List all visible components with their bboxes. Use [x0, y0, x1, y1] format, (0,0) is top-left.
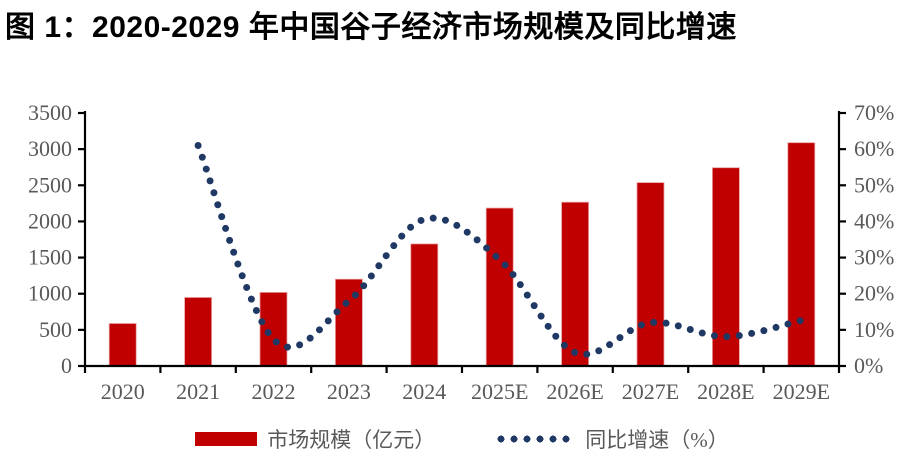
right-axis-tick-label: 10%: [854, 317, 894, 342]
bar-2024: [410, 243, 439, 367]
bar-2020: [108, 323, 137, 367]
right-axis-tick-label: 50%: [854, 172, 894, 197]
x-axis-tick-label: 2027E: [622, 379, 679, 404]
x-axis-tick-label: 2020: [101, 379, 145, 404]
legend-item-growth: 同比增速（%）: [495, 424, 729, 454]
left-axis-tick-label: 1000: [28, 281, 72, 306]
x-axis-tick-label: 2021: [176, 379, 220, 404]
chart-title: 图 1：2020-2029 年中国谷子经济市场规模及同比增速: [5, 11, 737, 44]
legend: 市场规模（亿元） 同比增速（%）: [85, 421, 839, 457]
legend-label-market-size: 市场规模（亿元）: [267, 428, 436, 452]
bar-2026E: [561, 201, 589, 367]
right-axis-tick-label: 60%: [854, 136, 894, 161]
x-axis-tick-label: 2024: [402, 379, 446, 404]
bar-2029E: [787, 142, 816, 367]
left-axis-tick-label: 3500: [28, 100, 72, 125]
x-axis-tick-label: 2029E: [773, 379, 830, 404]
x-axis-tick-label: 2025E: [471, 379, 528, 404]
right-axis-tick-label: 40%: [854, 208, 894, 233]
right-axis-tick-label: 20%: [854, 281, 894, 306]
left-axis-tick-label: 0: [61, 353, 72, 378]
x-axis-tick-label: 2028E: [697, 379, 754, 404]
bar-2023: [334, 278, 363, 367]
right-axis-tick-label: 30%: [854, 245, 894, 270]
bar-2028E: [712, 167, 740, 367]
dotted-line-swatch-icon: [495, 434, 576, 444]
x-axis-tick-label: 2026E: [546, 379, 603, 404]
x-axis-tick-label: 2022: [252, 379, 296, 404]
legend-label-growth: 同比增速（%）: [585, 428, 729, 452]
bar-2022: [259, 292, 288, 367]
left-axis-tick-label: 500: [39, 317, 72, 342]
right-axis-tick-label: 70%: [854, 100, 894, 125]
right-axis-tick-label: 0%: [854, 353, 883, 378]
left-axis-tick-label: 2500: [28, 172, 72, 197]
left-axis-tick-label: 1500: [28, 245, 72, 270]
bar-2027E: [636, 182, 665, 367]
legend-item-market-size: 市场规模（亿元）: [195, 424, 435, 454]
bar-2021: [184, 297, 213, 367]
bar-2025E: [485, 207, 514, 367]
x-axis-tick-label: 2023: [327, 379, 371, 404]
left-axis-tick-label: 3000: [28, 136, 72, 161]
left-axis-tick-label: 2000: [28, 208, 72, 233]
bar-swatch-icon: [195, 432, 258, 446]
